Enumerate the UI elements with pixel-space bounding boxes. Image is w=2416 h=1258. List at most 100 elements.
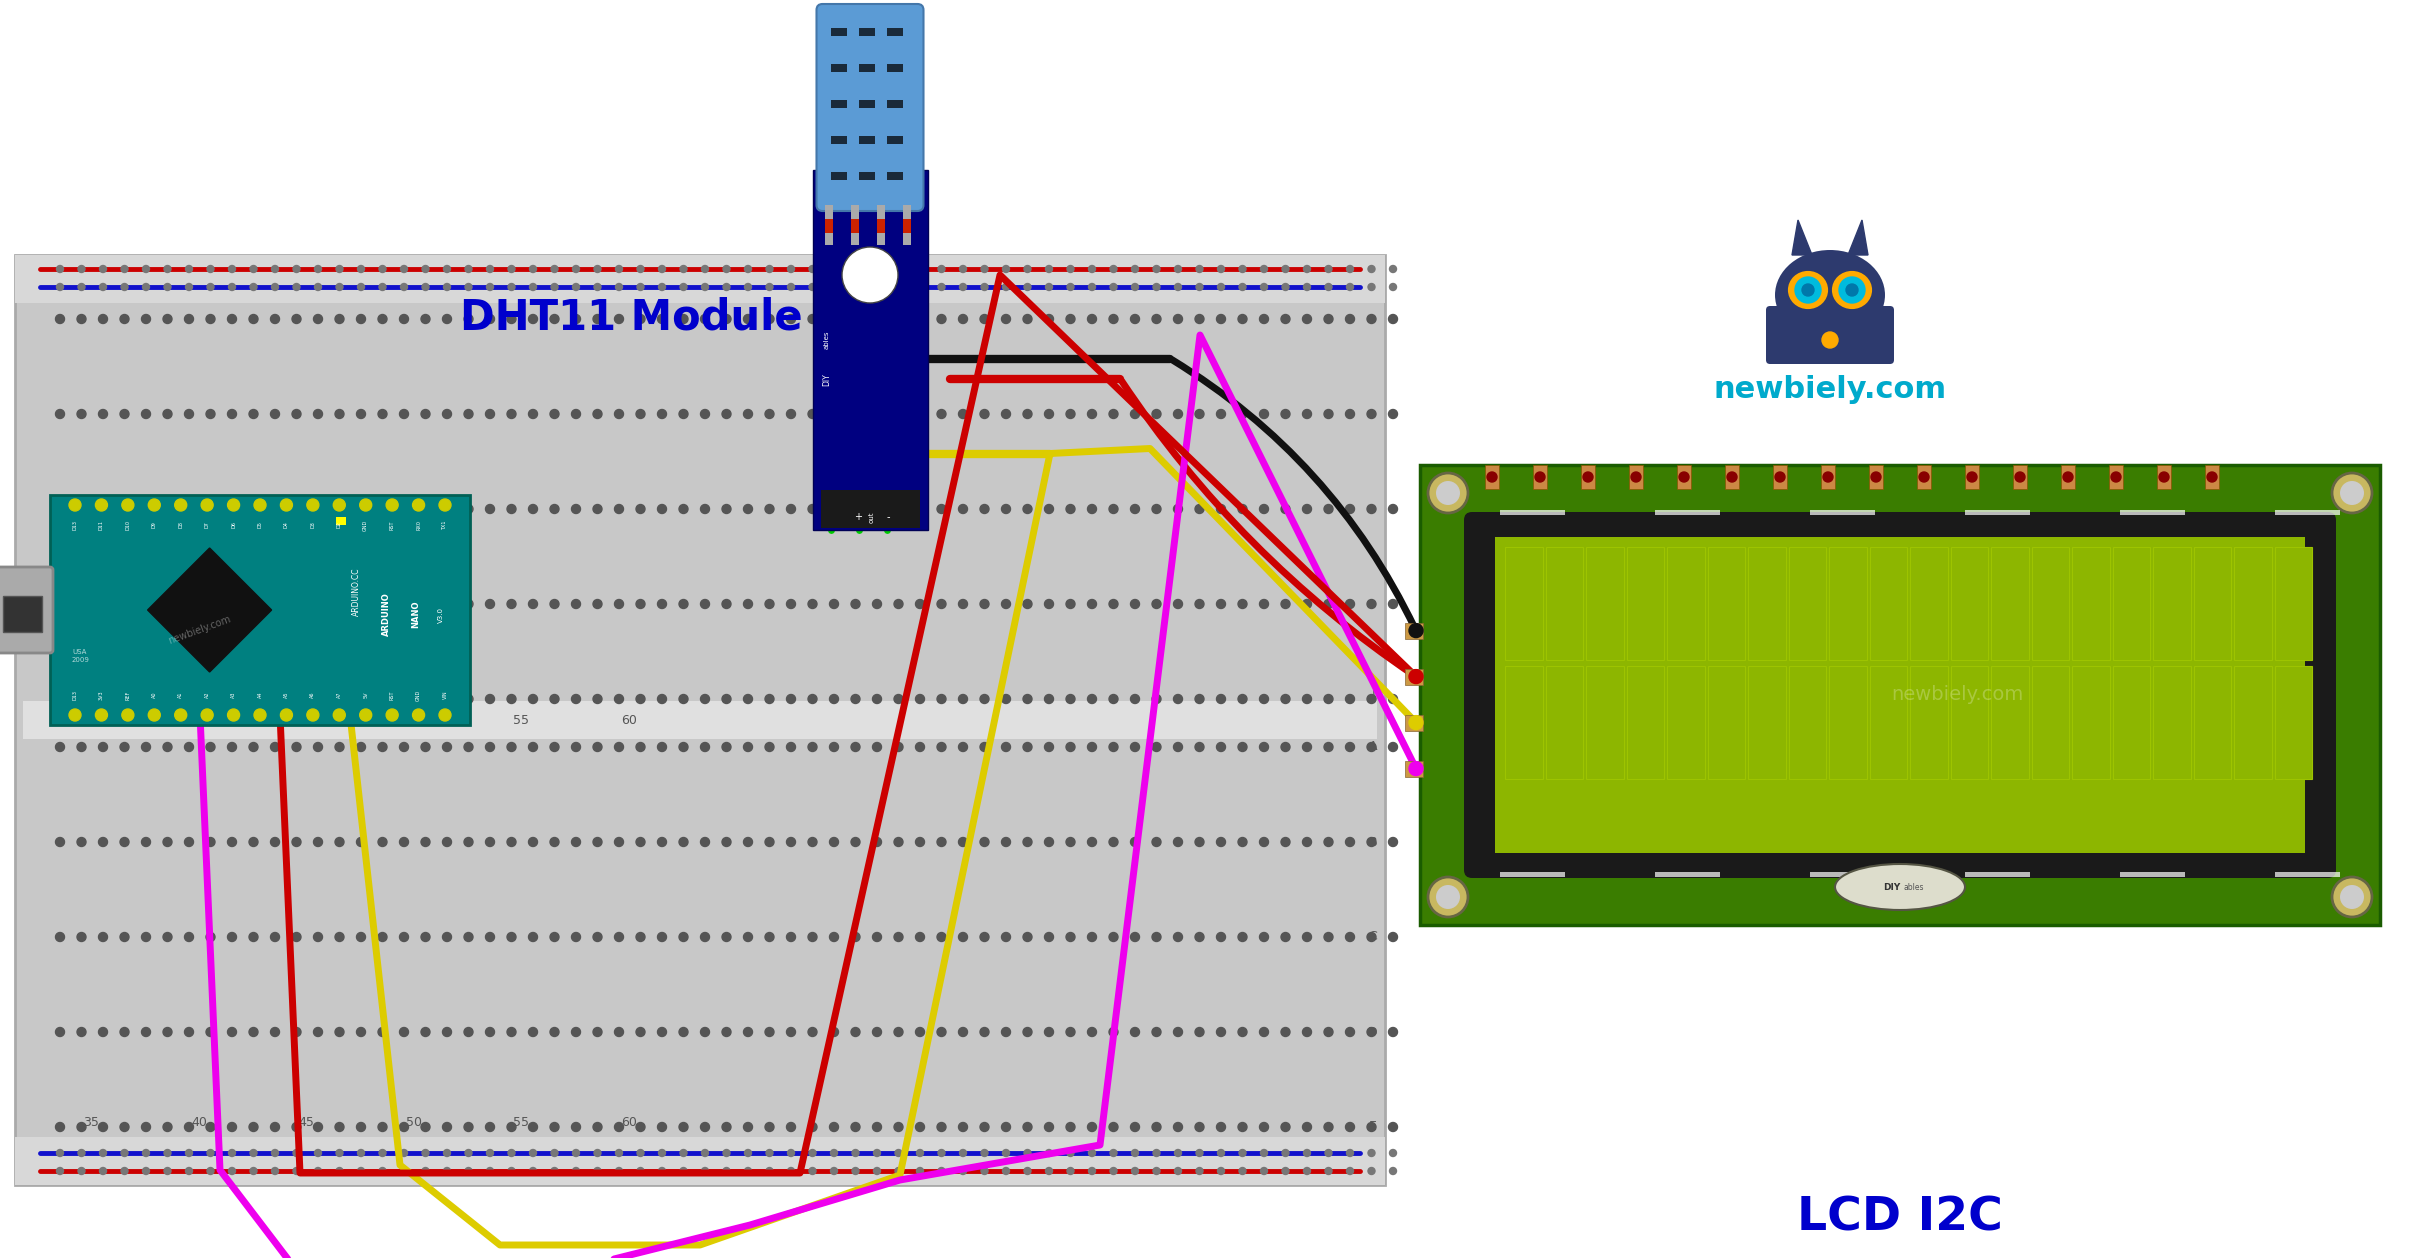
Circle shape xyxy=(614,1122,623,1131)
Circle shape xyxy=(121,499,133,511)
Bar xyxy=(1964,872,2029,877)
Circle shape xyxy=(614,838,623,847)
Circle shape xyxy=(551,742,558,751)
Bar xyxy=(1580,465,1595,489)
Circle shape xyxy=(1024,265,1032,273)
Circle shape xyxy=(981,1167,988,1175)
Circle shape xyxy=(1367,265,1375,273)
Circle shape xyxy=(1302,694,1312,703)
Circle shape xyxy=(420,932,430,941)
Circle shape xyxy=(336,600,343,609)
Circle shape xyxy=(722,600,732,609)
Circle shape xyxy=(573,838,580,847)
Circle shape xyxy=(1346,410,1355,419)
Circle shape xyxy=(1367,314,1377,323)
Circle shape xyxy=(766,265,773,273)
Bar xyxy=(821,491,920,528)
Circle shape xyxy=(1346,838,1355,847)
Circle shape xyxy=(1065,504,1075,513)
Bar xyxy=(1773,465,1788,489)
Circle shape xyxy=(831,1167,838,1175)
Circle shape xyxy=(635,1028,645,1037)
Circle shape xyxy=(333,499,345,511)
Circle shape xyxy=(420,1028,430,1037)
Circle shape xyxy=(635,410,645,419)
Circle shape xyxy=(186,1150,193,1156)
Circle shape xyxy=(292,1028,302,1037)
Circle shape xyxy=(1346,265,1353,273)
Circle shape xyxy=(829,694,838,703)
Circle shape xyxy=(99,410,106,419)
Circle shape xyxy=(423,283,430,291)
Circle shape xyxy=(1389,283,1396,291)
Circle shape xyxy=(1152,742,1162,751)
Circle shape xyxy=(573,1167,580,1175)
Circle shape xyxy=(1631,472,1640,482)
Circle shape xyxy=(486,314,495,323)
Circle shape xyxy=(1428,877,1469,917)
Circle shape xyxy=(1152,1122,1162,1131)
Circle shape xyxy=(227,710,239,721)
Circle shape xyxy=(1302,600,1312,609)
Circle shape xyxy=(1087,838,1097,847)
Circle shape xyxy=(507,932,517,941)
Circle shape xyxy=(1022,1028,1032,1037)
Circle shape xyxy=(205,838,215,847)
Circle shape xyxy=(679,838,689,847)
Text: A5: A5 xyxy=(285,692,290,698)
Circle shape xyxy=(1044,1122,1053,1131)
Bar xyxy=(1950,665,1988,779)
Circle shape xyxy=(442,314,452,323)
Circle shape xyxy=(486,410,495,419)
Circle shape xyxy=(1174,600,1181,609)
Circle shape xyxy=(184,504,193,513)
Bar xyxy=(858,99,875,108)
Bar xyxy=(1870,465,1882,489)
Bar xyxy=(1788,665,1826,779)
Circle shape xyxy=(292,314,302,323)
Text: B: B xyxy=(1370,835,1377,848)
Circle shape xyxy=(399,838,408,847)
Circle shape xyxy=(807,600,817,609)
Bar xyxy=(1655,509,1720,515)
Bar xyxy=(2276,509,2341,515)
Bar xyxy=(1810,509,1875,515)
Circle shape xyxy=(937,410,947,419)
Circle shape xyxy=(1346,1122,1355,1131)
Circle shape xyxy=(1846,284,1858,296)
Circle shape xyxy=(307,710,319,721)
Circle shape xyxy=(56,742,65,751)
Circle shape xyxy=(205,694,215,703)
Bar xyxy=(2109,465,2124,489)
Bar xyxy=(2235,547,2271,660)
Circle shape xyxy=(1259,1028,1268,1037)
Text: 3V3: 3V3 xyxy=(99,691,104,699)
Bar xyxy=(858,28,875,36)
Circle shape xyxy=(1280,1028,1290,1037)
Circle shape xyxy=(121,283,128,291)
Circle shape xyxy=(1044,694,1053,703)
Circle shape xyxy=(551,694,558,703)
Circle shape xyxy=(657,694,667,703)
Circle shape xyxy=(358,1167,365,1175)
Circle shape xyxy=(333,710,345,721)
Circle shape xyxy=(766,1150,773,1156)
Circle shape xyxy=(1259,504,1268,513)
Circle shape xyxy=(377,1122,387,1131)
Circle shape xyxy=(894,283,901,291)
Bar xyxy=(1406,623,1423,639)
Circle shape xyxy=(1196,1122,1203,1131)
Circle shape xyxy=(2331,877,2373,917)
Circle shape xyxy=(164,265,172,273)
Circle shape xyxy=(360,710,372,721)
Circle shape xyxy=(314,1167,321,1175)
Circle shape xyxy=(809,1167,817,1175)
Circle shape xyxy=(1131,1150,1138,1156)
Bar xyxy=(1788,547,1826,660)
Circle shape xyxy=(614,410,623,419)
Circle shape xyxy=(56,932,65,941)
Circle shape xyxy=(186,265,193,273)
Circle shape xyxy=(1346,694,1355,703)
Circle shape xyxy=(99,314,106,323)
Circle shape xyxy=(853,283,860,291)
